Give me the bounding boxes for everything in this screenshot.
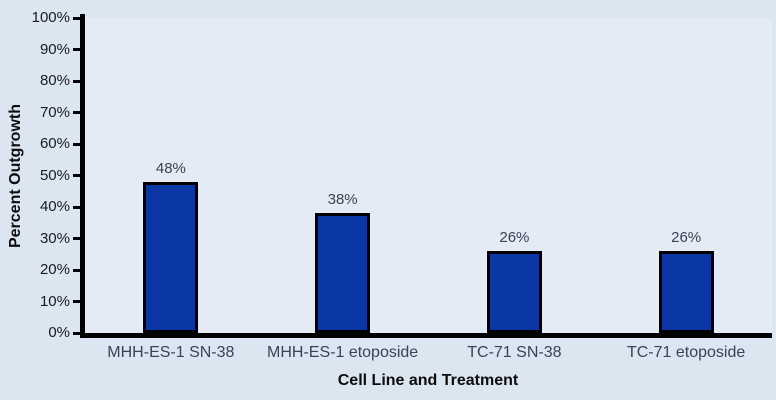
y-tick-mark: [73, 111, 82, 114]
y-tick-label: 100%: [31, 9, 70, 26]
y-tick-mark: [73, 16, 82, 20]
bar-value-label: 48%: [155, 159, 186, 177]
y-tick-label: 80%: [39, 72, 70, 89]
y-tick-mark: [73, 205, 82, 209]
y-tick-mark: [73, 331, 82, 335]
category-label: TC-71 SN-38: [467, 344, 562, 361]
category-label: TC-71 etoposide: [626, 344, 746, 361]
y-tick-label: 70%: [39, 103, 70, 121]
y-tick-label: 40%: [39, 198, 70, 215]
bar-value-label: 26%: [671, 229, 702, 247]
y-axis-title: Percent Outgrowth: [7, 103, 24, 249]
y-tick-label: 90%: [39, 40, 70, 58]
y-tick-label: 0%: [48, 324, 70, 341]
y-tick-label: 20%: [39, 261, 70, 278]
y-tick-label: 60%: [39, 135, 70, 152]
category-label: MHH-ES-1 SN-38: [107, 344, 235, 361]
bar: [143, 181, 199, 333]
y-tick-mark: [73, 174, 82, 177]
y-tick-mark: [73, 268, 82, 272]
y-axis-line: [80, 14, 85, 338]
y-tick-label: 30%: [39, 229, 70, 247]
bar-value-label: 26%: [499, 229, 530, 247]
y-tick-mark: [73, 142, 82, 146]
y-tick-mark: [73, 48, 82, 51]
plot-area: [85, 18, 772, 333]
y-tick-mark: [73, 300, 82, 303]
bar: [486, 251, 542, 333]
bar: [315, 213, 371, 333]
y-tick-mark: [73, 237, 82, 240]
y-tick-label: 10%: [39, 292, 70, 310]
x-axis-line: [80, 333, 772, 338]
bar: [658, 251, 714, 333]
bar-value-label: 38%: [327, 191, 358, 209]
y-tick-mark: [73, 79, 82, 83]
x-axis-title: Cell Line and Treatment: [337, 372, 519, 389]
y-tick-label: 50%: [39, 166, 70, 184]
category-label: MHH-ES-1 etoposide: [267, 344, 419, 361]
